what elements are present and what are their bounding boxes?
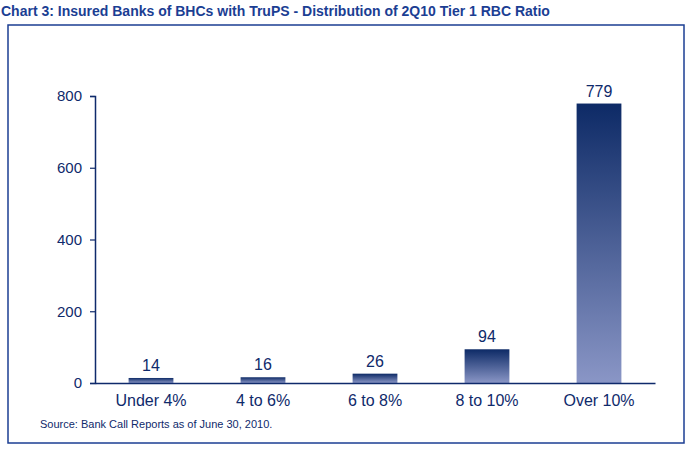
x-axis: Under 4% 4 to 6% 6 to 8% 8 to 10% Over 10% bbox=[96, 384, 656, 410]
y-tick: 200 bbox=[57, 303, 95, 320]
data-label: 14 bbox=[142, 357, 160, 374]
y-tick-mark bbox=[90, 383, 95, 384]
frame bbox=[8, 25, 684, 443]
data-label: 94 bbox=[478, 328, 496, 345]
y-tick-label: 600 bbox=[57, 159, 82, 176]
x-tick-label: 8 to 10% bbox=[455, 392, 518, 409]
y-tick: 600 bbox=[57, 159, 95, 176]
bar bbox=[577, 104, 622, 383]
y-tick: 800 bbox=[57, 87, 95, 104]
y-tick-label: 200 bbox=[57, 303, 82, 320]
y-tick-mark bbox=[90, 96, 95, 97]
x-tick: Under 4% bbox=[115, 392, 186, 409]
y-tick-label: 0 bbox=[74, 374, 82, 391]
y-axis-line bbox=[90, 97, 96, 384]
x-tick: 8 to 10% bbox=[455, 392, 518, 409]
y-tick-label: 800 bbox=[57, 87, 82, 104]
data-label: 779 bbox=[586, 83, 613, 100]
y-tick: 0 bbox=[74, 374, 95, 391]
x-tick-label: Under 4% bbox=[115, 392, 186, 409]
chart: Chart 3: Insured Banks of BHCs with TruP… bbox=[0, 0, 687, 473]
bar bbox=[241, 377, 286, 383]
x-tick-label: 6 to 8% bbox=[348, 392, 402, 409]
y-axis: 0 200 400 600 800 bbox=[57, 87, 96, 391]
source-note: Source: Bank Call Reports as of June 30,… bbox=[40, 418, 272, 430]
y-tick-mark bbox=[90, 311, 95, 312]
title: Chart 3: Insured Banks of BHCs with TruP… bbox=[1, 3, 550, 19]
y-tick-mark bbox=[90, 239, 95, 240]
x-tick: 6 to 8% bbox=[348, 392, 402, 409]
bar bbox=[129, 378, 174, 383]
x-tick-label: 4 to 6% bbox=[236, 392, 290, 409]
bars bbox=[129, 104, 622, 383]
bar bbox=[353, 374, 398, 383]
data-labels: 14 16 26 94 779 bbox=[142, 83, 612, 374]
x-tick-label: Over 10% bbox=[563, 392, 634, 409]
bar bbox=[465, 349, 510, 383]
x-axis-line bbox=[96, 383, 656, 385]
x-tick: Over 10% bbox=[563, 392, 634, 409]
x-tick: 4 to 6% bbox=[236, 392, 290, 409]
y-tick-label: 400 bbox=[57, 231, 82, 248]
y-tick: 400 bbox=[57, 231, 95, 248]
data-label: 26 bbox=[366, 353, 384, 370]
data-label: 16 bbox=[254, 356, 272, 373]
y-tick-mark bbox=[90, 168, 95, 169]
